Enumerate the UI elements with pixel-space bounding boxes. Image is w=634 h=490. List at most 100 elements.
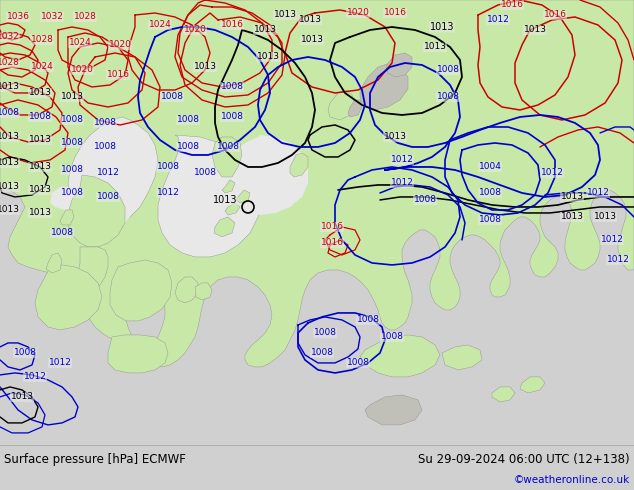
Text: 1016: 1016 [500, 0, 524, 9]
Text: 1013: 1013 [0, 158, 20, 168]
Text: 1008: 1008 [93, 119, 117, 127]
Text: 1013: 1013 [29, 186, 51, 195]
Text: 1013: 1013 [299, 16, 321, 24]
Text: 1024: 1024 [30, 63, 53, 72]
Polygon shape [214, 217, 235, 237]
Text: 1020: 1020 [70, 66, 93, 74]
Text: 1013: 1013 [60, 93, 84, 101]
Text: 1013: 1013 [560, 213, 583, 221]
Text: 1012: 1012 [586, 189, 609, 197]
Text: 1008: 1008 [176, 116, 200, 124]
Text: 1008: 1008 [93, 143, 117, 151]
Polygon shape [365, 395, 422, 425]
Text: 1013: 1013 [0, 205, 20, 215]
Polygon shape [492, 387, 515, 402]
Polygon shape [175, 277, 198, 303]
Text: 1008: 1008 [221, 82, 243, 92]
Text: 1028: 1028 [74, 13, 96, 22]
Text: 1012: 1012 [607, 255, 630, 265]
Text: 1020: 1020 [184, 25, 207, 34]
Text: 1028: 1028 [30, 35, 53, 45]
Text: 1008: 1008 [0, 108, 20, 118]
Polygon shape [328, 90, 355, 120]
Text: 1012: 1012 [96, 169, 119, 177]
Text: 1013: 1013 [29, 163, 51, 172]
Text: 1020: 1020 [347, 8, 370, 18]
Polygon shape [222, 180, 235, 193]
Text: 1008: 1008 [60, 116, 84, 124]
Text: 1008: 1008 [13, 348, 37, 357]
Polygon shape [108, 335, 168, 373]
Text: 1012: 1012 [157, 189, 179, 197]
Polygon shape [110, 260, 172, 321]
Text: 1013: 1013 [430, 22, 454, 32]
Text: 1013: 1013 [257, 52, 280, 61]
Text: 1008: 1008 [221, 113, 243, 122]
Text: 1012: 1012 [391, 155, 413, 165]
Polygon shape [68, 175, 125, 247]
Text: 1008: 1008 [193, 169, 216, 177]
Polygon shape [0, 0, 634, 367]
Polygon shape [88, 203, 130, 230]
Text: 1013: 1013 [273, 10, 297, 20]
Polygon shape [360, 63, 408, 110]
Polygon shape [46, 253, 62, 273]
Text: Surface pressure [hPa] ECMWF: Surface pressure [hPa] ECMWF [4, 453, 186, 466]
Text: 1008: 1008 [60, 189, 84, 197]
Text: 1008: 1008 [313, 328, 337, 338]
Text: 1008: 1008 [216, 143, 240, 151]
Polygon shape [50, 187, 80, 210]
Text: 1012: 1012 [600, 236, 623, 245]
Text: 1004: 1004 [479, 163, 501, 172]
Polygon shape [158, 135, 262, 257]
Polygon shape [290, 153, 308, 177]
Text: 1024: 1024 [148, 21, 171, 29]
Text: 1008: 1008 [311, 348, 333, 357]
Text: 1016: 1016 [384, 8, 406, 18]
Text: 1012: 1012 [541, 169, 564, 177]
Text: 1012: 1012 [23, 372, 46, 381]
Text: 1008: 1008 [176, 143, 200, 151]
Text: 1013: 1013 [593, 213, 616, 221]
Text: 1016: 1016 [321, 222, 344, 231]
Polygon shape [442, 345, 482, 370]
Text: 1013: 1013 [0, 182, 20, 192]
Text: 1008: 1008 [157, 163, 179, 172]
Text: 1008: 1008 [51, 228, 74, 238]
Text: 1008: 1008 [380, 332, 403, 342]
Polygon shape [520, 377, 545, 393]
Polygon shape [386, 53, 412, 77]
Polygon shape [225, 203, 240, 215]
Text: 1008: 1008 [479, 216, 501, 224]
Text: 1013: 1013 [29, 89, 51, 98]
Text: 1016: 1016 [221, 21, 243, 29]
Text: 1013: 1013 [29, 208, 51, 218]
Text: 1013: 1013 [254, 25, 276, 34]
Text: 1028: 1028 [0, 58, 20, 68]
Polygon shape [60, 210, 74, 225]
Text: 1008: 1008 [60, 139, 84, 147]
Text: 1013: 1013 [193, 63, 216, 72]
Text: ©weatheronline.co.uk: ©weatheronline.co.uk [514, 475, 630, 485]
Text: 1024: 1024 [68, 39, 91, 48]
Text: Su 29-09-2024 06:00 UTC (12+138): Su 29-09-2024 06:00 UTC (12+138) [418, 453, 630, 466]
Text: 1008: 1008 [347, 358, 370, 368]
Text: 1013: 1013 [213, 195, 237, 205]
Polygon shape [348, 100, 362, 117]
Text: 1008: 1008 [160, 93, 183, 101]
Text: 1012: 1012 [391, 178, 413, 188]
Text: 1013: 1013 [0, 132, 20, 142]
Polygon shape [68, 117, 158, 230]
Text: 1036: 1036 [6, 13, 30, 22]
Polygon shape [212, 137, 242, 177]
Text: 1008: 1008 [60, 166, 84, 174]
Text: 1008: 1008 [29, 113, 51, 122]
Text: 1013: 1013 [524, 25, 547, 34]
Text: 1008: 1008 [479, 189, 501, 197]
Polygon shape [222, 135, 308, 215]
Text: 1013: 1013 [11, 392, 34, 401]
Text: 1008: 1008 [413, 196, 436, 204]
Text: 1012: 1012 [486, 16, 510, 24]
Text: 1013: 1013 [560, 193, 583, 201]
Text: 1013: 1013 [424, 43, 446, 51]
